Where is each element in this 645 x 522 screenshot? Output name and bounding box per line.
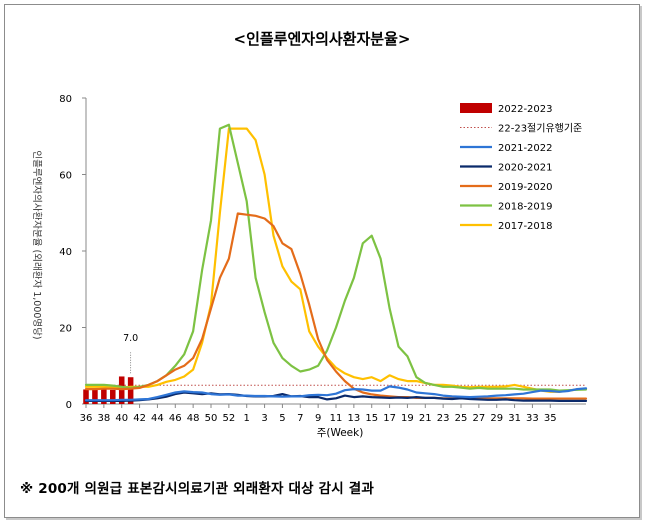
bar-41	[127, 377, 134, 404]
bar-38	[101, 389, 107, 404]
x-tick-label: 46	[169, 413, 182, 424]
x-tick-label: 3	[261, 413, 267, 424]
bar-39	[110, 389, 116, 404]
x-tick-label: 9	[315, 413, 321, 424]
legend-label: 2021-2022	[498, 143, 553, 154]
x-tick-label: 13	[347, 413, 360, 424]
series-line-2019-2020	[84, 212, 588, 400]
x-tick-label: 50	[205, 413, 218, 424]
y-tick-label: 0	[66, 400, 72, 411]
series-line-2017-2018	[84, 127, 588, 393]
bar-37	[92, 388, 98, 404]
y-tick-label: 20	[59, 324, 72, 335]
x-tick-label: 48	[187, 413, 200, 424]
footnote: ※ 200개 의원급 표본감시의료기관 외래환자 대상 감시 결과	[20, 481, 375, 497]
y-tick-label: 60	[59, 171, 72, 182]
legend: 2022-2023 22-23절기유행기준 2021-2022 2020-2021 20…	[460, 103, 582, 232]
x-tick-label: 36	[80, 413, 93, 424]
legend-label: 2022-2023	[498, 104, 553, 115]
x-tick-label: 31	[508, 413, 521, 424]
annotation-label: 7.0	[123, 333, 138, 344]
bars-layer: 7.0	[83, 333, 138, 404]
legend-swatch-bar	[460, 103, 492, 113]
series-line-2020-2021	[84, 391, 588, 402]
x-tick-label: 33	[526, 413, 539, 424]
lines-layer	[84, 123, 588, 402]
legend-label: 2020-2021	[498, 163, 553, 174]
y-axis-label: 인플루엔자의사환자분율 (외래환자 1,000명당)	[31, 150, 43, 339]
legend-label: 2017-2018	[498, 221, 553, 232]
x-tick-label: 25	[455, 413, 468, 424]
series-line-2021-2022	[84, 385, 588, 402]
x-tick-label: 7	[297, 413, 303, 424]
x-tick-label: 27	[472, 413, 485, 424]
x-tick-label: 1	[244, 413, 250, 424]
x-tick-label: 38	[97, 413, 110, 424]
x-axis-label: 주(Week)	[317, 427, 364, 439]
x-tick-label: 15	[365, 413, 378, 424]
x-tick-label: 52	[222, 413, 235, 424]
x-tick-label: 35	[544, 413, 557, 424]
chart-frame	[4, 4, 640, 518]
y-tick-label: 80	[59, 94, 72, 105]
x-tick-label: 11	[330, 413, 343, 424]
x-tick-label: 23	[437, 413, 450, 424]
bar-36	[83, 389, 89, 404]
y-tick-label: 40	[59, 247, 72, 258]
legend-label: 2018-2019	[498, 202, 553, 213]
x-tick-label: 17	[383, 413, 396, 424]
x-tick-label: 19	[401, 413, 414, 424]
x-tick-label: 44	[151, 413, 164, 424]
x-tick-label: 5	[279, 413, 285, 424]
bar-40	[118, 376, 125, 404]
x-tick-label: 42	[133, 413, 146, 424]
chart-title: <인플루엔자의사환자분율>	[234, 30, 411, 48]
x-tick-label: 40	[115, 413, 128, 424]
legend-label: 2019-2020	[498, 182, 553, 193]
x-tick-label: 21	[419, 413, 432, 424]
x-tick-label: 29	[490, 413, 503, 424]
legend-label: 22-23절기유행기준	[498, 122, 582, 135]
